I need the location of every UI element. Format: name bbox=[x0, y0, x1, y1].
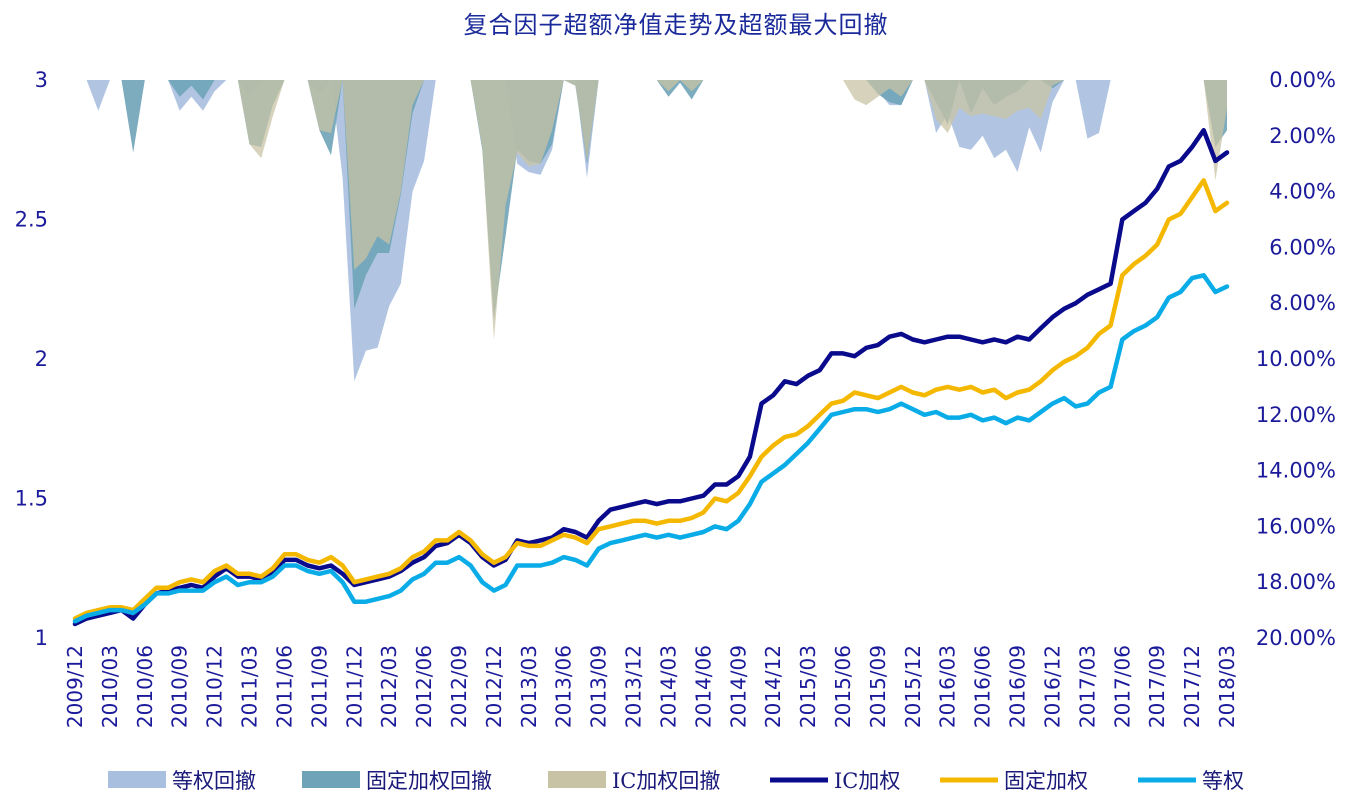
right-y-tick-label: 12.00% bbox=[1256, 403, 1336, 427]
line-固定加权 bbox=[72, 178, 1230, 621]
x-tick-label: 2011/03 bbox=[238, 645, 262, 728]
x-tick-label: 2013/12 bbox=[622, 645, 646, 728]
left-y-tick-label: 1.5 bbox=[15, 487, 48, 511]
x-tick-label: 2012/03 bbox=[377, 645, 401, 728]
x-tick-label: 2015/12 bbox=[901, 645, 925, 728]
legend-label-固定加权: 固定加权 bbox=[1004, 769, 1088, 793]
line-IC加权 bbox=[72, 127, 1230, 627]
right-y-tick-label: 10.00% bbox=[1256, 347, 1336, 371]
legend-label-固定加权回撤: 固定加权回撤 bbox=[366, 769, 492, 793]
x-tick-label: 2016/03 bbox=[936, 645, 960, 728]
x-tick-label: 2010/12 bbox=[203, 645, 227, 728]
x-axis: 2009/12 2010/03 2010/06 2010/09 2010/12 2011/… bbox=[63, 645, 1239, 728]
x-tick-label: 2011/06 bbox=[273, 645, 297, 728]
x-tick-label: 2013/09 bbox=[587, 645, 611, 728]
x-tick-label: 2015/03 bbox=[796, 645, 820, 728]
legend-swatch-IC加权回撤 bbox=[548, 771, 606, 788]
left-y-tick-label: 3 bbox=[35, 68, 48, 92]
x-tick-label: 2016/12 bbox=[1041, 645, 1065, 728]
x-tick-label: 2010/06 bbox=[133, 645, 157, 728]
x-tick-label: 2011/09 bbox=[307, 645, 331, 728]
nav-lines bbox=[72, 127, 1230, 627]
right-y-tick-label: 0.00% bbox=[1269, 68, 1336, 92]
x-tick-label: 2012/06 bbox=[412, 645, 436, 728]
right-y-tick-label: 6.00% bbox=[1269, 235, 1336, 259]
left-y-tick-label: 2 bbox=[35, 347, 48, 371]
x-tick-label: 2011/12 bbox=[342, 645, 366, 728]
legend: 等权回撤 固定加权回撤 IC加权回撤 IC加权 固定加权 等权 bbox=[108, 769, 1244, 793]
x-tick-label: 2017/03 bbox=[1075, 645, 1099, 728]
right-y-tick-label: 8.00% bbox=[1269, 291, 1336, 315]
x-tick-label: 2014/12 bbox=[761, 645, 785, 728]
right-y-tick-label: 14.00% bbox=[1256, 459, 1336, 483]
x-tick-label: 2017/12 bbox=[1180, 645, 1204, 728]
x-tick-label: 2012/12 bbox=[482, 645, 506, 728]
x-tick-label: 2017/06 bbox=[1110, 645, 1134, 728]
x-tick-label: 2017/09 bbox=[1145, 645, 1169, 728]
right-y-tick-label: 20.00% bbox=[1256, 626, 1336, 650]
x-tick-label: 2016/09 bbox=[1006, 645, 1030, 728]
right-y-tick-label: 2.00% bbox=[1269, 124, 1336, 148]
right-y-tick-label: 18.00% bbox=[1256, 570, 1336, 594]
x-tick-label: 2013/03 bbox=[517, 645, 541, 728]
x-tick-label: 2014/06 bbox=[691, 645, 715, 728]
x-tick-label: 2018/03 bbox=[1215, 645, 1239, 728]
x-tick-label: 2010/09 bbox=[168, 645, 192, 728]
x-tick-label: 2010/03 bbox=[98, 645, 122, 728]
x-tick-label: 2012/09 bbox=[447, 645, 471, 728]
x-tick-label: 2013/06 bbox=[552, 645, 576, 728]
right-y-axis: 0.00% 2.00% 4.00% 6.00% 8.00% 10.00% 12.00% 14.… bbox=[1256, 68, 1336, 650]
left-y-tick-label: 1 bbox=[35, 626, 48, 650]
drawdown-areas bbox=[75, 80, 1227, 382]
legend-swatch-固定加权回撤 bbox=[302, 771, 360, 788]
chart-title: 复合因子超额净值走势及超额最大回撤 bbox=[464, 11, 889, 39]
area-IC加权回撤 bbox=[75, 80, 1227, 340]
x-tick-label: 2014/09 bbox=[726, 645, 750, 728]
legend-swatch-等权回撤 bbox=[108, 771, 166, 788]
line-等权 bbox=[72, 273, 1230, 624]
legend-label-等权回撤: 等权回撤 bbox=[172, 769, 256, 793]
legend-label-等权: 等权 bbox=[1202, 769, 1244, 793]
legend-label-IC加权: IC加权 bbox=[834, 769, 900, 793]
right-y-tick-label: 4.00% bbox=[1269, 180, 1336, 204]
x-tick-label: 2015/09 bbox=[866, 645, 890, 728]
right-y-tick-label: 16.00% bbox=[1256, 514, 1336, 538]
left-y-axis: 1 1.5 2 2.5 3 bbox=[15, 68, 48, 650]
left-y-tick-label: 2.5 bbox=[15, 208, 48, 232]
legend-label-IC加权回撤: IC加权回撤 bbox=[612, 769, 720, 793]
x-tick-label: 2015/06 bbox=[831, 645, 855, 728]
x-tick-label: 2009/12 bbox=[63, 645, 87, 728]
x-tick-label: 2016/06 bbox=[971, 645, 995, 728]
x-tick-label: 2014/03 bbox=[657, 645, 681, 728]
